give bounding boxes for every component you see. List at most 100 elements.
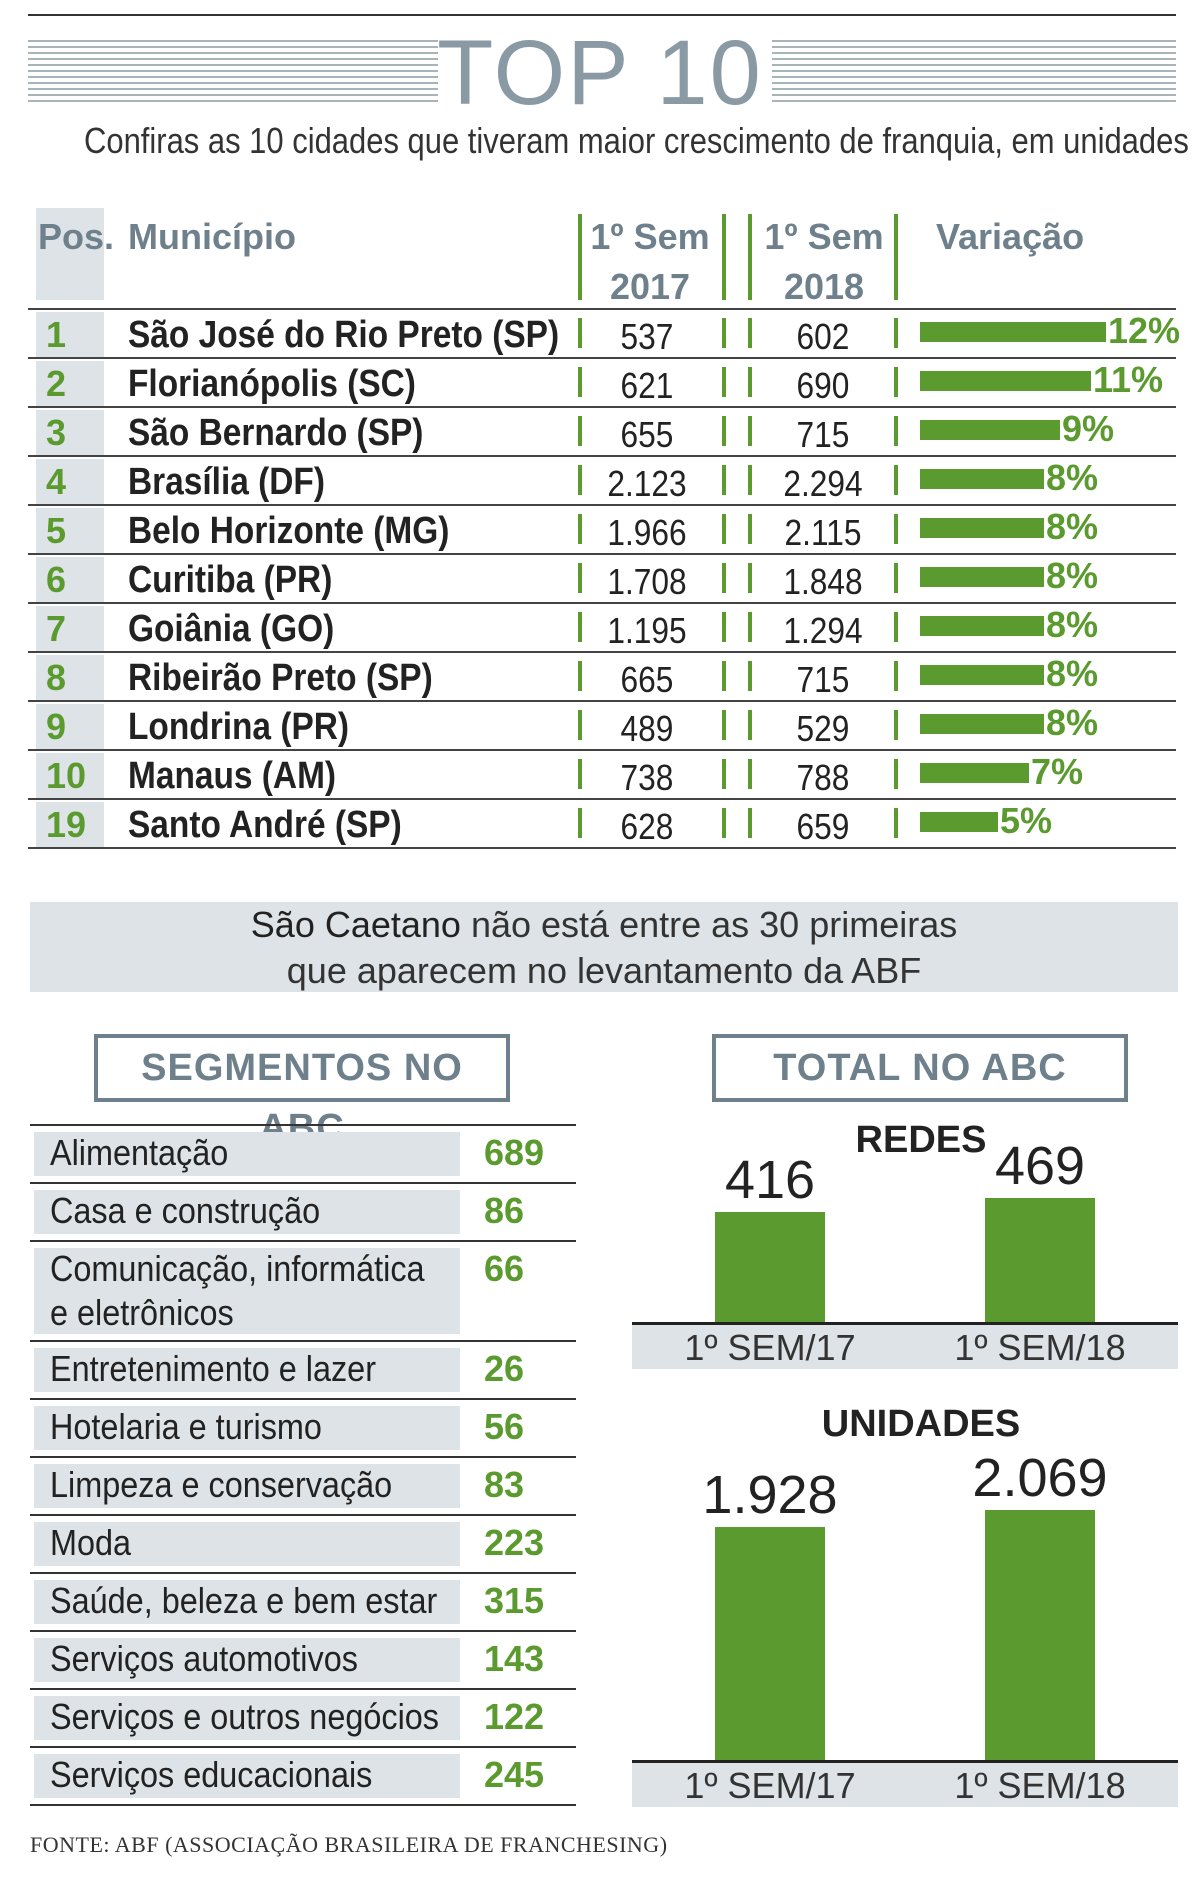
segment-label: Moda bbox=[50, 1522, 132, 1563]
totals-title: TOTAL NO ABC bbox=[712, 1034, 1128, 1102]
header-pos: Pos. bbox=[38, 216, 115, 257]
segment-label: Limpeza e conservação bbox=[50, 1464, 393, 1505]
segments-title: SEGMENTOS NO ABC bbox=[94, 1034, 510, 1149]
row-separator bbox=[894, 612, 898, 642]
header-sem2018-line1: 1º Sem bbox=[764, 216, 884, 257]
segment-value: 122 bbox=[484, 1696, 545, 1737]
row-separator bbox=[894, 808, 898, 838]
segment-divider bbox=[30, 1340, 576, 1342]
row-city: Belo Horizonte (MG) bbox=[128, 510, 450, 552]
segment-divider bbox=[30, 1572, 576, 1574]
row-separator bbox=[578, 514, 582, 544]
note-bold: São Caetano bbox=[250, 904, 461, 945]
pos-header-bg bbox=[36, 208, 104, 300]
category-label: 1º SEM/18 bbox=[954, 1327, 1125, 1368]
segment-bg bbox=[34, 1248, 460, 1334]
segment-label: Serviços e outros negócios bbox=[50, 1696, 440, 1737]
segment-bg bbox=[34, 1406, 460, 1450]
bar-value-label: 1.928 bbox=[702, 1465, 837, 1525]
row-separator bbox=[748, 465, 752, 495]
row-separator bbox=[894, 514, 898, 544]
row-separator bbox=[894, 367, 898, 397]
row-divider bbox=[28, 504, 1176, 506]
note-line1: São Caetano não está entre as 30 primeir… bbox=[30, 902, 1178, 948]
segment-divider bbox=[30, 1124, 576, 1126]
note-rest: não está entre as 30 primeiras bbox=[460, 904, 958, 945]
row-pos: 7 bbox=[36, 606, 104, 652]
note-box: São Caetano não está entre as 30 primeir… bbox=[30, 902, 1178, 992]
row-value-2018: 788 bbox=[796, 757, 850, 798]
row-separator bbox=[578, 759, 582, 789]
row-separator bbox=[578, 416, 582, 446]
segment-divider bbox=[30, 1514, 576, 1516]
row-pos: 3 bbox=[36, 410, 104, 456]
row-separator bbox=[894, 661, 898, 691]
row-value-2018: 1.848 bbox=[783, 561, 863, 602]
row-value-2018: 659 bbox=[796, 806, 850, 847]
row-separator bbox=[748, 318, 752, 348]
row-separator bbox=[722, 808, 726, 838]
row-separator bbox=[748, 367, 752, 397]
header-separator bbox=[578, 214, 582, 300]
row-separator bbox=[722, 759, 726, 789]
variation-label: 8% bbox=[1046, 555, 1099, 596]
segment-label: Serviços educacionais bbox=[50, 1754, 373, 1795]
row-city: Goiânia (GO) bbox=[128, 608, 335, 650]
row-city: Florianópolis (SC) bbox=[128, 363, 416, 405]
segment-label-line2: e eletrônicos bbox=[50, 1292, 234, 1333]
row-city: Brasília (DF) bbox=[128, 461, 325, 503]
row-separator bbox=[894, 465, 898, 495]
note-line2: que aparecem no levantamento da ABF bbox=[286, 950, 922, 991]
bar-value-label: 469 bbox=[995, 1136, 1085, 1196]
page-subtitle: Confiras as 10 cidades que tiveram maior… bbox=[84, 120, 1189, 161]
variation-bar bbox=[920, 812, 998, 832]
row-separator bbox=[578, 661, 582, 691]
row-separator bbox=[748, 563, 752, 593]
header-sem2018: 1º Sem 2018 bbox=[764, 212, 884, 312]
segment-bg bbox=[34, 1580, 460, 1624]
row-city: São José do Rio Preto (SP) bbox=[128, 314, 560, 356]
row-divider bbox=[28, 749, 1176, 751]
row-value-2017: 2.123 bbox=[607, 463, 687, 504]
row-separator bbox=[748, 612, 752, 642]
row-separator bbox=[722, 612, 726, 642]
row-separator bbox=[722, 563, 726, 593]
unidades-chart: UNIDADES 1.928 2.069 1º SEM/17 1º SEM/18 bbox=[632, 1403, 1178, 1807]
variation-label: 12% bbox=[1108, 310, 1181, 351]
segment-divider bbox=[30, 1746, 576, 1748]
row-separator bbox=[722, 416, 726, 446]
segment-divider bbox=[30, 1182, 576, 1184]
segment-bg bbox=[34, 1464, 460, 1508]
row-separator bbox=[748, 661, 752, 691]
row-city: Londrina (PR) bbox=[128, 706, 350, 748]
row-divider bbox=[28, 700, 1176, 702]
segment-value: 315 bbox=[484, 1580, 545, 1621]
row-city: Santo André (SP) bbox=[128, 804, 402, 846]
bar bbox=[715, 1527, 825, 1760]
title-stripes-left bbox=[28, 40, 438, 104]
segment-bg bbox=[34, 1348, 460, 1392]
row-pos: 5 bbox=[36, 508, 104, 554]
row-separator bbox=[748, 808, 752, 838]
segment-value: 26 bbox=[484, 1348, 525, 1389]
category-label: 1º SEM/18 bbox=[954, 1765, 1125, 1806]
row-city: Manaus (AM) bbox=[128, 755, 337, 797]
row-pos: 9 bbox=[36, 704, 104, 750]
row-separator bbox=[748, 514, 752, 544]
segment-bg bbox=[34, 1696, 460, 1740]
row-city: São Bernardo (SP) bbox=[128, 412, 424, 454]
row-divider bbox=[28, 847, 1176, 849]
variation-label: 8% bbox=[1046, 604, 1099, 645]
row-separator bbox=[894, 563, 898, 593]
row-pos: 10 bbox=[36, 753, 104, 799]
row-separator bbox=[722, 514, 726, 544]
variation-label: 7% bbox=[1031, 751, 1084, 792]
row-value-2017: 489 bbox=[620, 708, 674, 749]
variation-bar bbox=[920, 469, 1044, 489]
segment-divider bbox=[30, 1456, 576, 1458]
segment-label: Serviços automotivos bbox=[50, 1638, 358, 1679]
category-band bbox=[632, 1763, 1178, 1807]
header-city: Município bbox=[128, 216, 296, 257]
redes-chart: REDES 416 469 1º SEM/17 1º SEM/18 bbox=[632, 1119, 1178, 1369]
header-variation: Variação bbox=[936, 216, 1085, 257]
